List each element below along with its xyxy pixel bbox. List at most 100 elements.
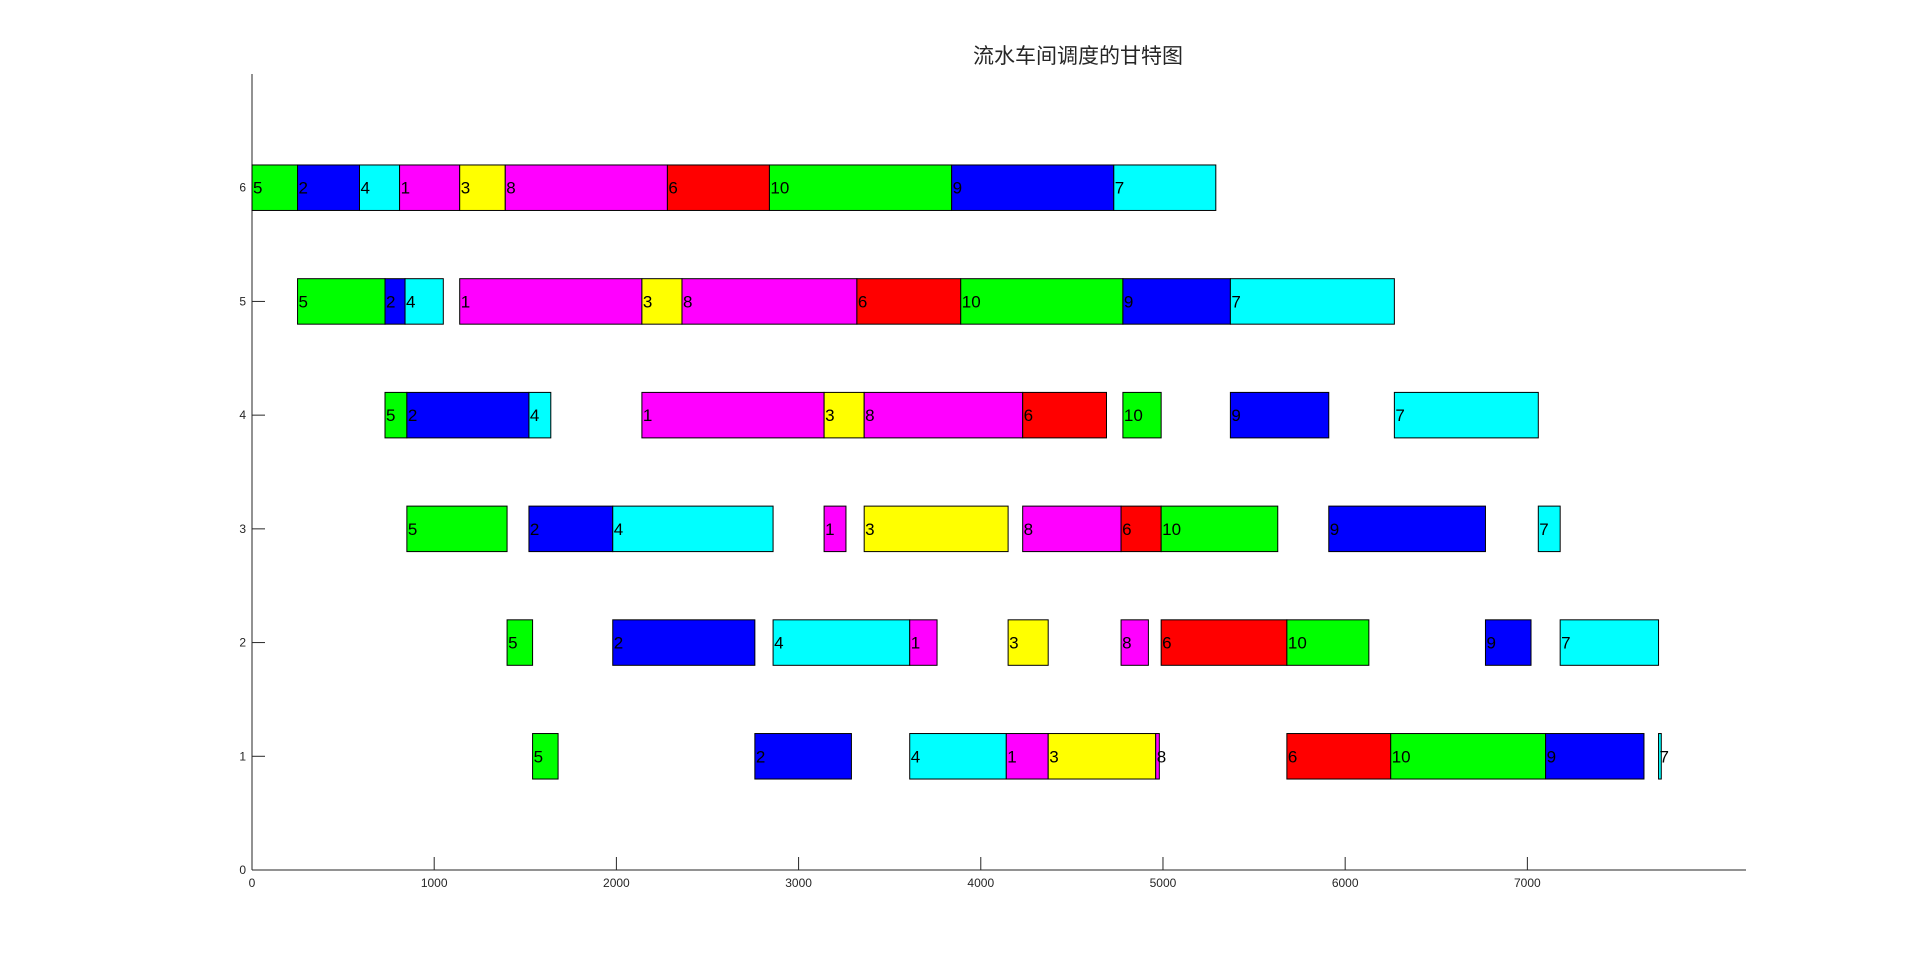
- task-bar-group: 2: [528, 505, 614, 553]
- task-bar: [1286, 733, 1392, 780]
- task-bar: [528, 505, 614, 553]
- task-label: 1: [461, 292, 470, 311]
- task-label: 10: [1124, 406, 1143, 425]
- task-bar: [1545, 733, 1645, 780]
- task-bar-group: 6: [1022, 391, 1107, 439]
- task-bar: [459, 278, 643, 325]
- task-label: 2: [614, 634, 623, 653]
- task-label: 4: [530, 406, 539, 425]
- task-bar-group: 9: [1484, 619, 1532, 666]
- y-tick-label: 2: [239, 636, 246, 650]
- task-label: 5: [253, 179, 262, 198]
- task-label: 7: [1231, 292, 1240, 311]
- task-label: 3: [825, 406, 834, 425]
- task-bar: [404, 278, 444, 325]
- x-tick-label: 1000: [421, 876, 448, 890]
- task-bar: [1113, 164, 1217, 211]
- task-bar-group: 3: [1047, 733, 1157, 780]
- task-bar: [863, 505, 1009, 553]
- task-bar-group: 7: [1229, 278, 1395, 325]
- task-bar: [1160, 619, 1288, 666]
- task-bar-group: 3: [823, 391, 865, 439]
- task-bar: [406, 505, 508, 553]
- task-bar-group: 6: [856, 278, 962, 325]
- task-bar-group: 3: [459, 164, 506, 211]
- task-bar-group: 10: [1286, 619, 1370, 666]
- y-tick-label: 3: [239, 522, 246, 536]
- task-label: 3: [865, 520, 874, 539]
- task-label: 8: [865, 406, 874, 425]
- task-bar-group: 6: [1120, 505, 1162, 553]
- task-bar: [641, 391, 825, 439]
- task-label: 6: [1122, 520, 1131, 539]
- task-bar: [1120, 505, 1162, 553]
- task-label: 4: [911, 747, 920, 766]
- task-bar-group: 10: [1122, 391, 1162, 439]
- task-bar-group: 4: [358, 164, 401, 211]
- task-bar: [772, 619, 911, 666]
- task-bar: [506, 619, 534, 666]
- task-bar-group: 7: [1559, 619, 1660, 666]
- task-bar-group: 8: [1022, 505, 1122, 553]
- task-bar-group: 9: [1229, 391, 1330, 439]
- task-label: 2: [756, 747, 765, 766]
- task-label: 5: [299, 292, 308, 311]
- task-label: 5: [534, 747, 543, 766]
- y-tick-label: 6: [239, 181, 246, 195]
- task-label: 9: [1330, 520, 1339, 539]
- task-bar-group: 7: [1113, 164, 1217, 211]
- task-label: 7: [1539, 520, 1548, 539]
- x-tick-label: 6000: [1332, 876, 1359, 890]
- task-bar-group: 5: [297, 278, 386, 325]
- x-tick-label: 3000: [785, 876, 812, 890]
- task-label: 1: [1007, 747, 1016, 766]
- task-bar: [1658, 733, 1662, 780]
- task-bar-group: 8: [504, 164, 668, 211]
- task-bar: [1120, 619, 1149, 666]
- task-bar-group: 7: [1658, 733, 1669, 780]
- task-bar-group: 1: [1005, 733, 1049, 780]
- task-bar-group: 4: [772, 619, 911, 666]
- task-label: 1: [911, 634, 920, 653]
- task-bar: [1022, 505, 1122, 553]
- task-bar-group: 10: [1390, 733, 1547, 780]
- task-label: 1: [825, 520, 834, 539]
- task-bar: [823, 505, 847, 553]
- task-bar-group: 7: [1537, 505, 1561, 553]
- task-label: 10: [1288, 634, 1307, 653]
- task-label: 1: [643, 406, 652, 425]
- task-label: 9: [1486, 634, 1495, 653]
- task-bar: [1537, 505, 1561, 553]
- task-bar: [823, 391, 865, 439]
- task-bar-group: 8: [1120, 619, 1149, 666]
- task-label: 6: [858, 292, 867, 311]
- task-bar-group: 4: [612, 505, 774, 553]
- task-bar-group: 6: [1286, 733, 1392, 780]
- task-label: 4: [614, 520, 623, 539]
- task-label: 8: [1122, 634, 1131, 653]
- task-bar-group: 4: [909, 733, 1007, 780]
- task-label: 5: [386, 406, 395, 425]
- task-bar-group: 1: [399, 164, 461, 211]
- x-tick-label: 7000: [1514, 876, 1541, 890]
- task-label: 2: [299, 179, 308, 198]
- task-bar-group: 6: [666, 164, 770, 211]
- bars: 5 2 4 1 3 8 6 10 9 75 2 4 1 3 8 6 10 9 75 2 4 1 3 8 6 10 9 75 2 4 1 3 8 6…: [251, 164, 1669, 780]
- task-bar-group: 10: [960, 278, 1124, 325]
- task-bar: [297, 164, 360, 211]
- task-bar-group: 8: [863, 391, 1024, 439]
- task-bar-group: 8: [681, 278, 858, 325]
- task-label: 9: [1124, 292, 1133, 311]
- task-label: 2: [530, 520, 539, 539]
- task-label: 9: [1231, 406, 1240, 425]
- task-bar-group: 5: [506, 619, 534, 666]
- task-label: 8: [1157, 747, 1166, 766]
- task-bar: [1155, 733, 1160, 780]
- x-tick-label: 2000: [603, 876, 630, 890]
- task-bar: [768, 164, 953, 211]
- task-label: 2: [386, 292, 395, 311]
- task-bar: [399, 164, 461, 211]
- task-bar-group: 10: [1160, 505, 1279, 553]
